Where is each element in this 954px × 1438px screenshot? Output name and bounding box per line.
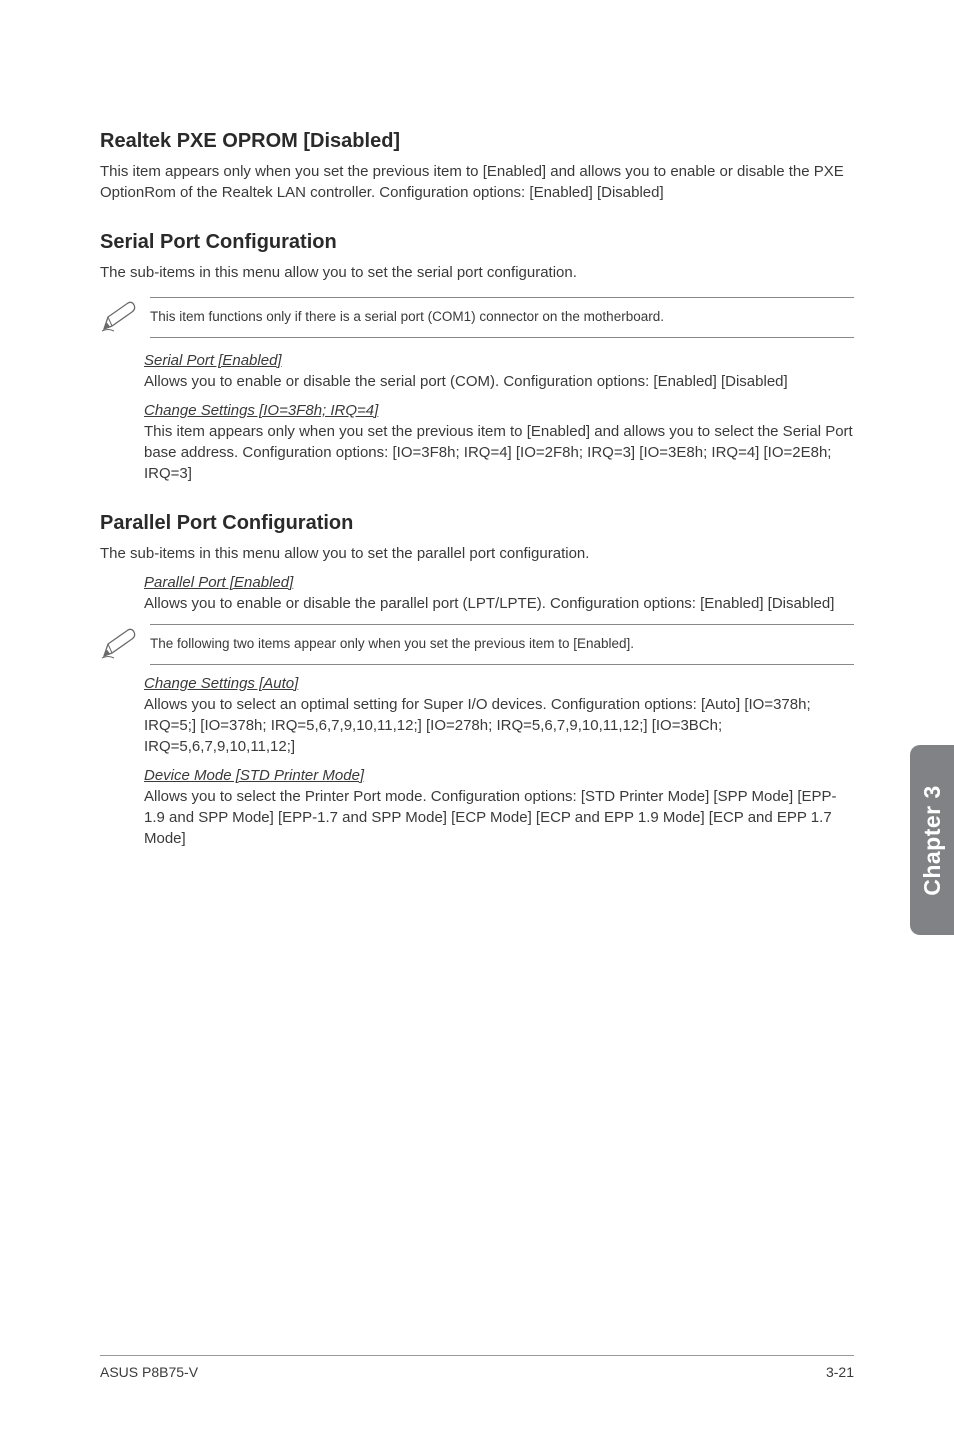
note-parallel: The following two items appear only when… bbox=[100, 624, 854, 665]
section-serial: Serial Port Configuration The sub-items … bbox=[100, 231, 854, 484]
chapter-tab: Chapter 3 bbox=[910, 745, 954, 935]
sub-serial-port: Serial Port [Enabled] Allows you to enab… bbox=[100, 352, 854, 392]
body-parallel: The sub-items in this menu allow you to … bbox=[100, 543, 854, 564]
sub-text-change-serial: This item appears only when you set the … bbox=[144, 421, 854, 484]
heading-parallel: Parallel Port Configuration bbox=[100, 512, 854, 535]
body-serial: The sub-items in this menu allow you to … bbox=[100, 262, 854, 283]
sub-change-settings-parallel: Change Settings [Auto] Allows you to sel… bbox=[100, 675, 854, 757]
sub-title-parallelport: Parallel Port [Enabled] bbox=[144, 574, 854, 591]
sub-title-serialport: Serial Port [Enabled] bbox=[144, 352, 854, 369]
sub-title-change-serial: Change Settings [IO=3F8h; IRQ=4] bbox=[144, 402, 854, 419]
sub-device-mode: Device Mode [STD Printer Mode] Allows yo… bbox=[100, 767, 854, 849]
sub-text-parallelport: Allows you to enable or disable the para… bbox=[144, 593, 854, 614]
section-parallel: Parallel Port Configuration The sub-item… bbox=[100, 512, 854, 849]
footer-left: ASUS P8B75-V bbox=[100, 1364, 198, 1380]
sub-change-settings-serial: Change Settings [IO=3F8h; IRQ=4] This it… bbox=[100, 402, 854, 484]
body-realtek: This item appears only when you set the … bbox=[100, 161, 854, 203]
section-realtek: Realtek PXE OPROM [Disabled] This item a… bbox=[100, 130, 854, 203]
sub-parallel-port: Parallel Port [Enabled] Allows you to en… bbox=[100, 574, 854, 614]
footer-right: 3-21 bbox=[826, 1364, 854, 1380]
note-parallel-text: The following two items appear only when… bbox=[150, 624, 854, 665]
heading-realtek: Realtek PXE OPROM [Disabled] bbox=[100, 130, 854, 153]
note-serial: This item functions only if there is a s… bbox=[100, 297, 854, 338]
sub-title-devicemode: Device Mode [STD Printer Mode] bbox=[144, 767, 854, 784]
sub-text-change-parallel: Allows you to select an optimal setting … bbox=[144, 694, 854, 757]
sub-text-serialport: Allows you to enable or disable the seri… bbox=[144, 371, 854, 392]
pencil-icon bbox=[100, 624, 150, 665]
sub-title-change-parallel: Change Settings [Auto] bbox=[144, 675, 854, 692]
note-serial-text: This item functions only if there is a s… bbox=[150, 297, 854, 338]
sub-text-devicemode: Allows you to select the Printer Port mo… bbox=[144, 786, 854, 849]
page-footer: ASUS P8B75-V 3-21 bbox=[100, 1355, 854, 1380]
heading-serial: Serial Port Configuration bbox=[100, 231, 854, 254]
pencil-icon bbox=[100, 297, 150, 338]
chapter-tab-label: Chapter 3 bbox=[919, 785, 946, 896]
